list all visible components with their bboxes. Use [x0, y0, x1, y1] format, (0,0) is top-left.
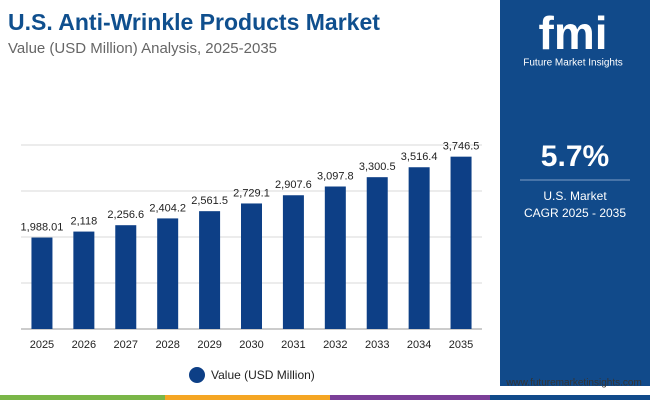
- value-label: 2,729.1: [233, 187, 270, 199]
- bar: [408, 167, 430, 329]
- value-label: 2,907.6: [275, 179, 312, 191]
- strip: [165, 395, 330, 400]
- x-tick-label: 2025: [30, 339, 54, 351]
- x-tick-label: 2028: [155, 339, 179, 351]
- legend-label: Value (USD Million): [211, 368, 315, 382]
- bar: [450, 156, 472, 329]
- bar: [73, 231, 95, 329]
- bar: [31, 237, 53, 329]
- bar: [241, 203, 262, 329]
- value-label: 3,516.4: [401, 151, 438, 163]
- brand-name: Future Market Insights: [523, 58, 622, 69]
- value-label: 2,561.5: [191, 195, 228, 207]
- x-tick-label: 2026: [72, 339, 96, 351]
- x-tick-label: 2029: [197, 339, 221, 351]
- value-label: 1,988.01: [21, 221, 64, 233]
- market-label: U.S. Market: [543, 189, 607, 203]
- value-label: 3,300.5: [359, 161, 396, 173]
- logo: fmi: [539, 7, 608, 59]
- bar: [324, 186, 346, 329]
- cagr-value: 5.7%: [541, 140, 609, 173]
- side-panel: [500, 0, 650, 386]
- value-label: 2,118: [71, 215, 98, 227]
- x-tick-label: 2030: [239, 339, 263, 351]
- value-label: 3,746.5: [443, 141, 480, 153]
- cagr-period: CAGR 2025 - 2035: [524, 206, 626, 220]
- x-tick-label: 2035: [449, 339, 473, 351]
- chart-subtitle: Value (USD Million) Analysis, 2025-2035: [8, 40, 277, 57]
- chart-title: U.S. Anti-Wrinkle Products Market: [8, 9, 380, 35]
- bar: [199, 211, 221, 329]
- bar: [115, 225, 137, 329]
- x-tick-label: 2033: [365, 339, 389, 351]
- value-label: 3,097.8: [317, 170, 354, 182]
- value-label: 2,256.6: [107, 209, 144, 221]
- x-tick-label: 2032: [323, 339, 347, 351]
- legend-marker: [189, 367, 205, 383]
- bar: [157, 218, 179, 329]
- strip: [490, 395, 650, 400]
- value-label: 2,404.2: [149, 202, 186, 214]
- x-tick-label: 2027: [114, 339, 138, 351]
- bar: [282, 195, 304, 329]
- x-tick-label: 2034: [407, 339, 431, 351]
- strip: [0, 395, 165, 400]
- bar: [366, 177, 388, 329]
- website: www.futuremarketinsights.com: [505, 378, 642, 389]
- strip: [330, 395, 490, 400]
- x-tick-label: 2031: [281, 339, 305, 351]
